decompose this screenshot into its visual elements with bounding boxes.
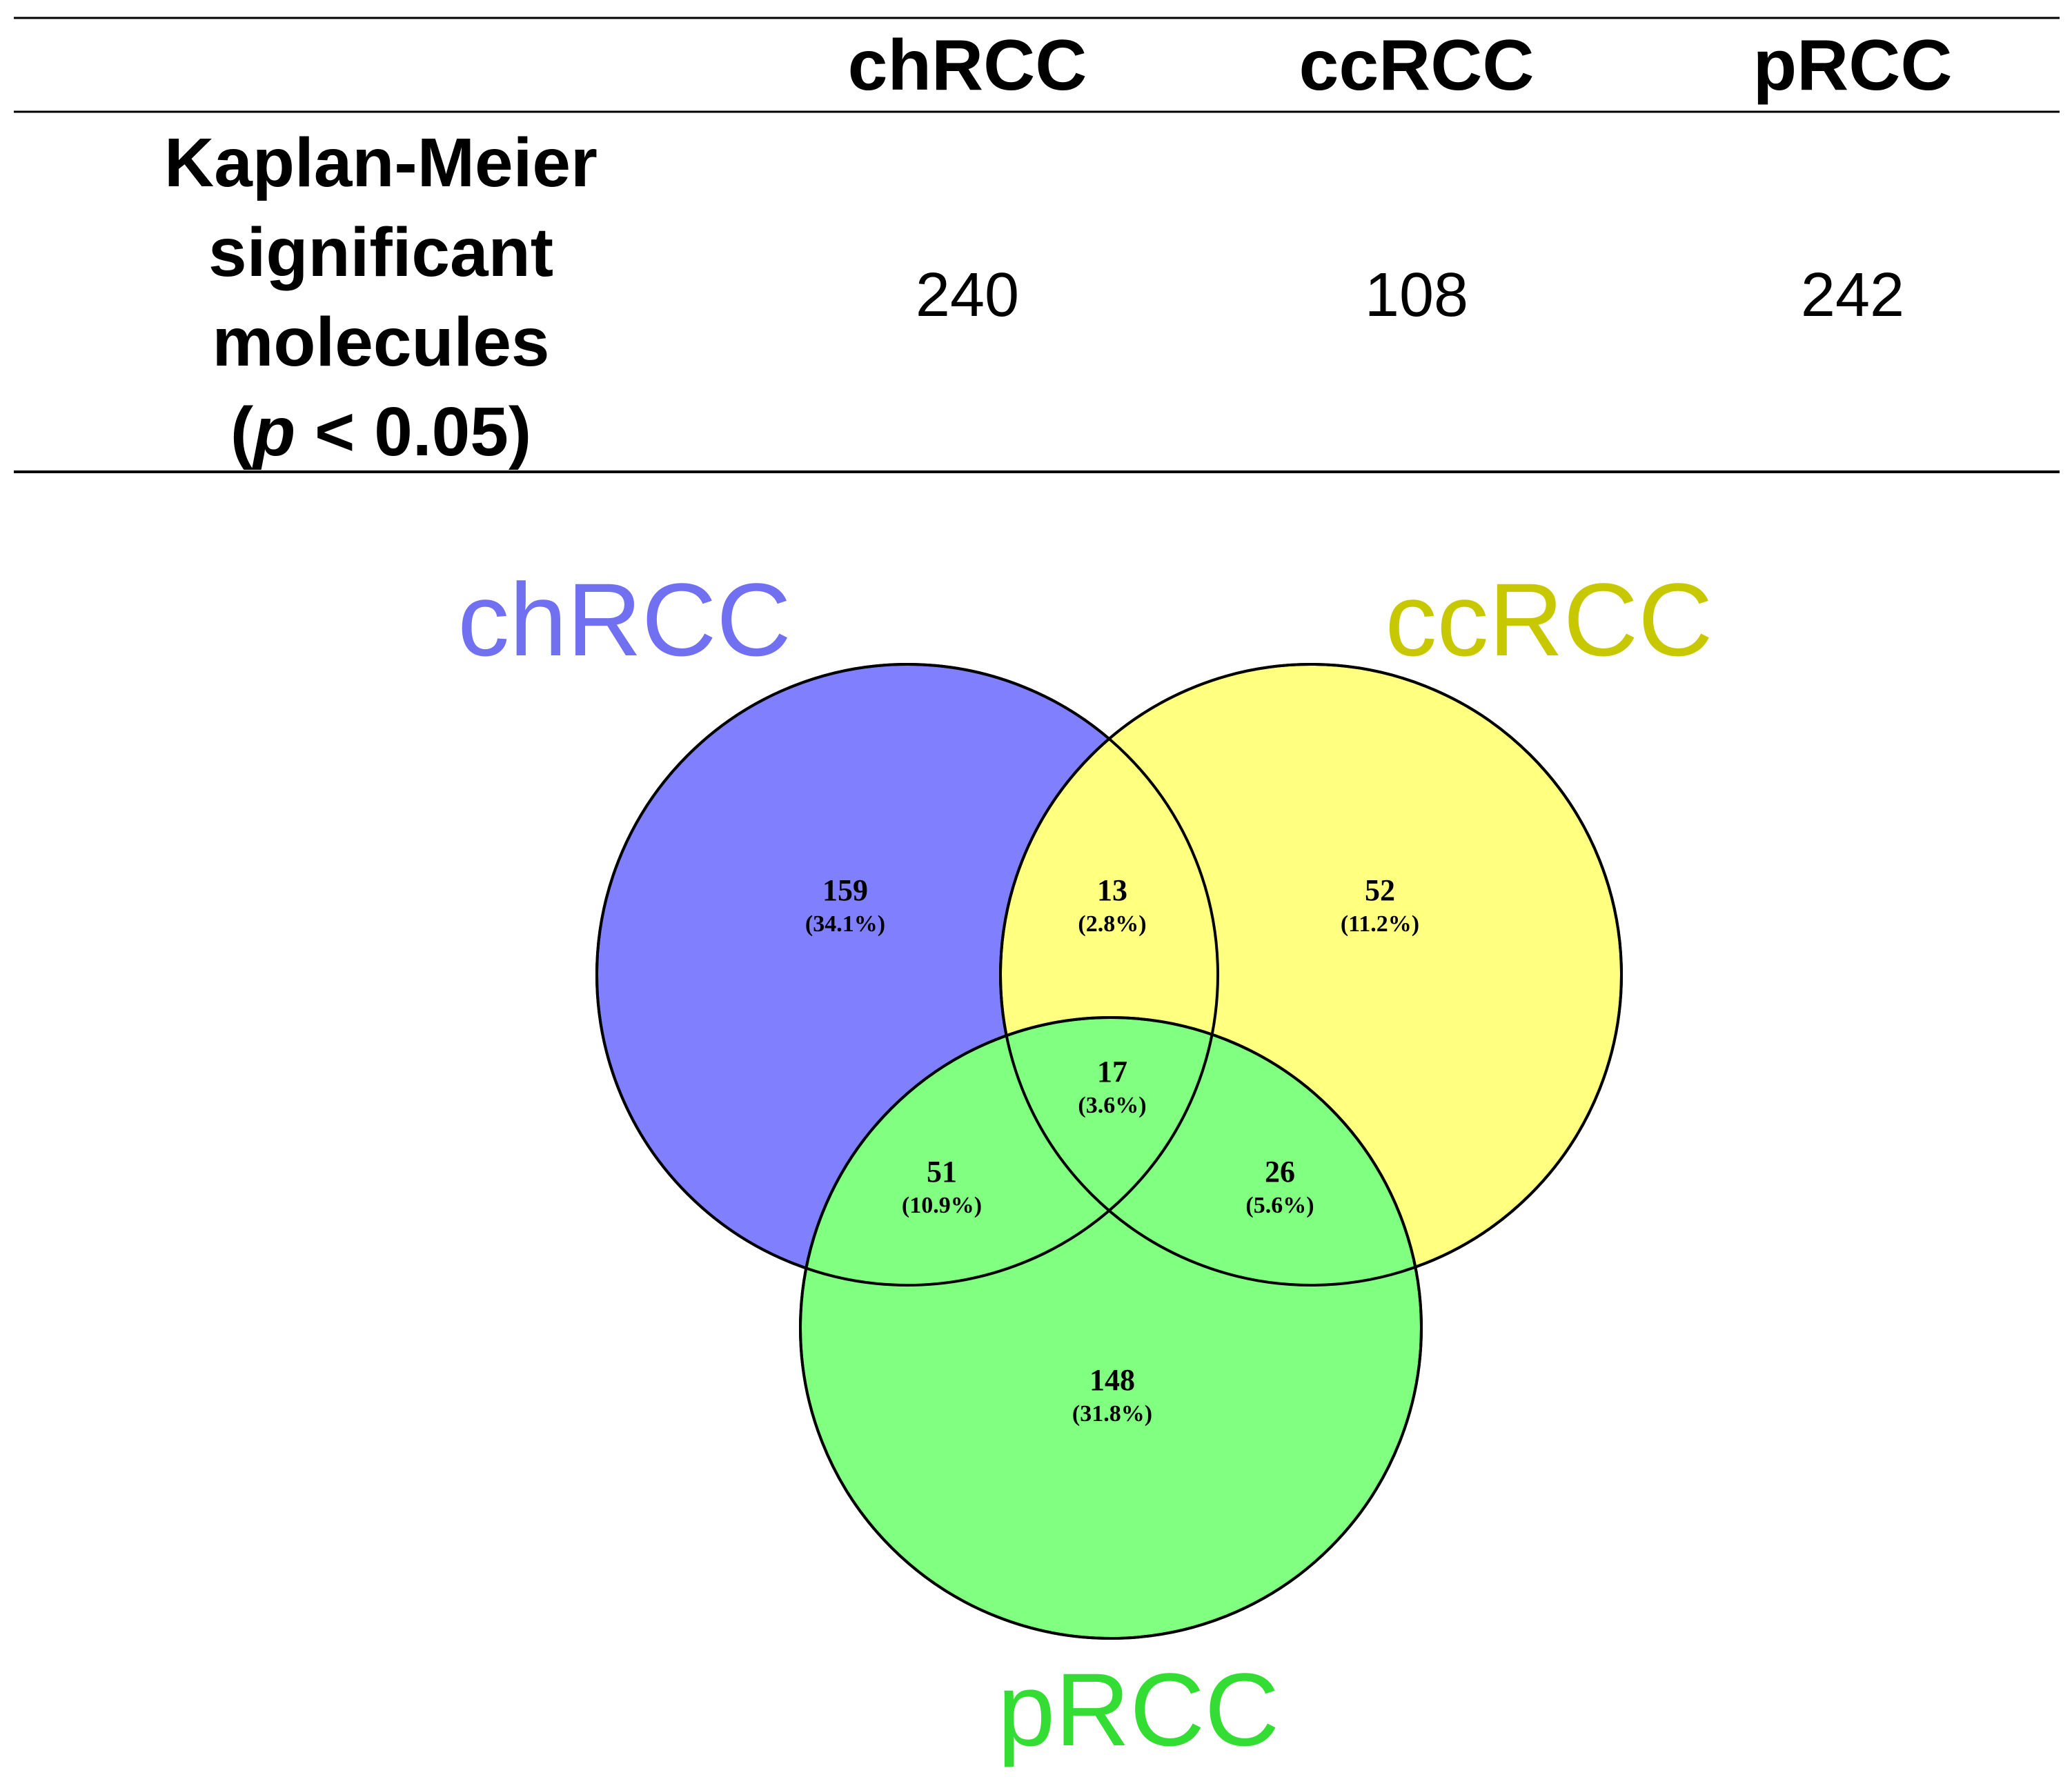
row-label-line-2: significant (208, 214, 553, 291)
column-header-chrcc: chRCC (848, 26, 1087, 106)
region-count-all: 17 (1097, 1055, 1127, 1089)
row-label-line-3: molecules (212, 304, 549, 381)
region-pct-prcc-only: (31.8%) (1072, 1401, 1152, 1427)
region-count-prcc-only: 148 (1089, 1363, 1135, 1397)
region-count-chrcc-ccrcc: 13 (1097, 873, 1127, 907)
venn-diagram: chRCC ccRCC pRCC 159 (34.1%) 13 (2.8%) 5… (457, 562, 1713, 1767)
value-ccrcc: 108 (1365, 261, 1468, 330)
venn-label-chrcc: chRCC (457, 562, 791, 677)
venn-outline-prcc (799, 1016, 1423, 1640)
venn-outline-chrcc (595, 663, 1219, 1287)
region-pct-chrcc-only: (34.1%) (805, 911, 885, 937)
row-label-line-1: Kaplan-Meier (164, 124, 598, 201)
region-count-chrcc-prcc: 51 (927, 1155, 957, 1189)
region-pct-ccrcc-only: (11.2%) (1341, 911, 1419, 937)
row-label-p-value: (p < 0.05) (230, 393, 531, 470)
region-pct-chrcc-prcc: (10.9%) (902, 1193, 982, 1218)
venn-label-ccrcc: ccRCC (1385, 562, 1713, 677)
region-pct-chrcc-ccrcc: (2.8%) (1078, 911, 1146, 937)
column-header-prcc: pRCC (1753, 26, 1953, 106)
column-header-ccrcc: ccRCC (1299, 26, 1535, 106)
region-count-ccrcc-only: 52 (1365, 873, 1395, 907)
venn-label-prcc: pRCC (998, 1651, 1279, 1767)
venn-outline-ccrcc (999, 663, 1623, 1287)
region-count-chrcc-only: 159 (822, 873, 868, 907)
value-chrcc: 240 (916, 261, 1019, 330)
value-prcc: 242 (1801, 261, 1904, 330)
region-count-ccrcc-prcc: 26 (1265, 1155, 1295, 1189)
region-pct-all: (3.6%) (1078, 1093, 1146, 1118)
region-pct-ccrcc-prcc: (5.6%) (1245, 1193, 1314, 1218)
